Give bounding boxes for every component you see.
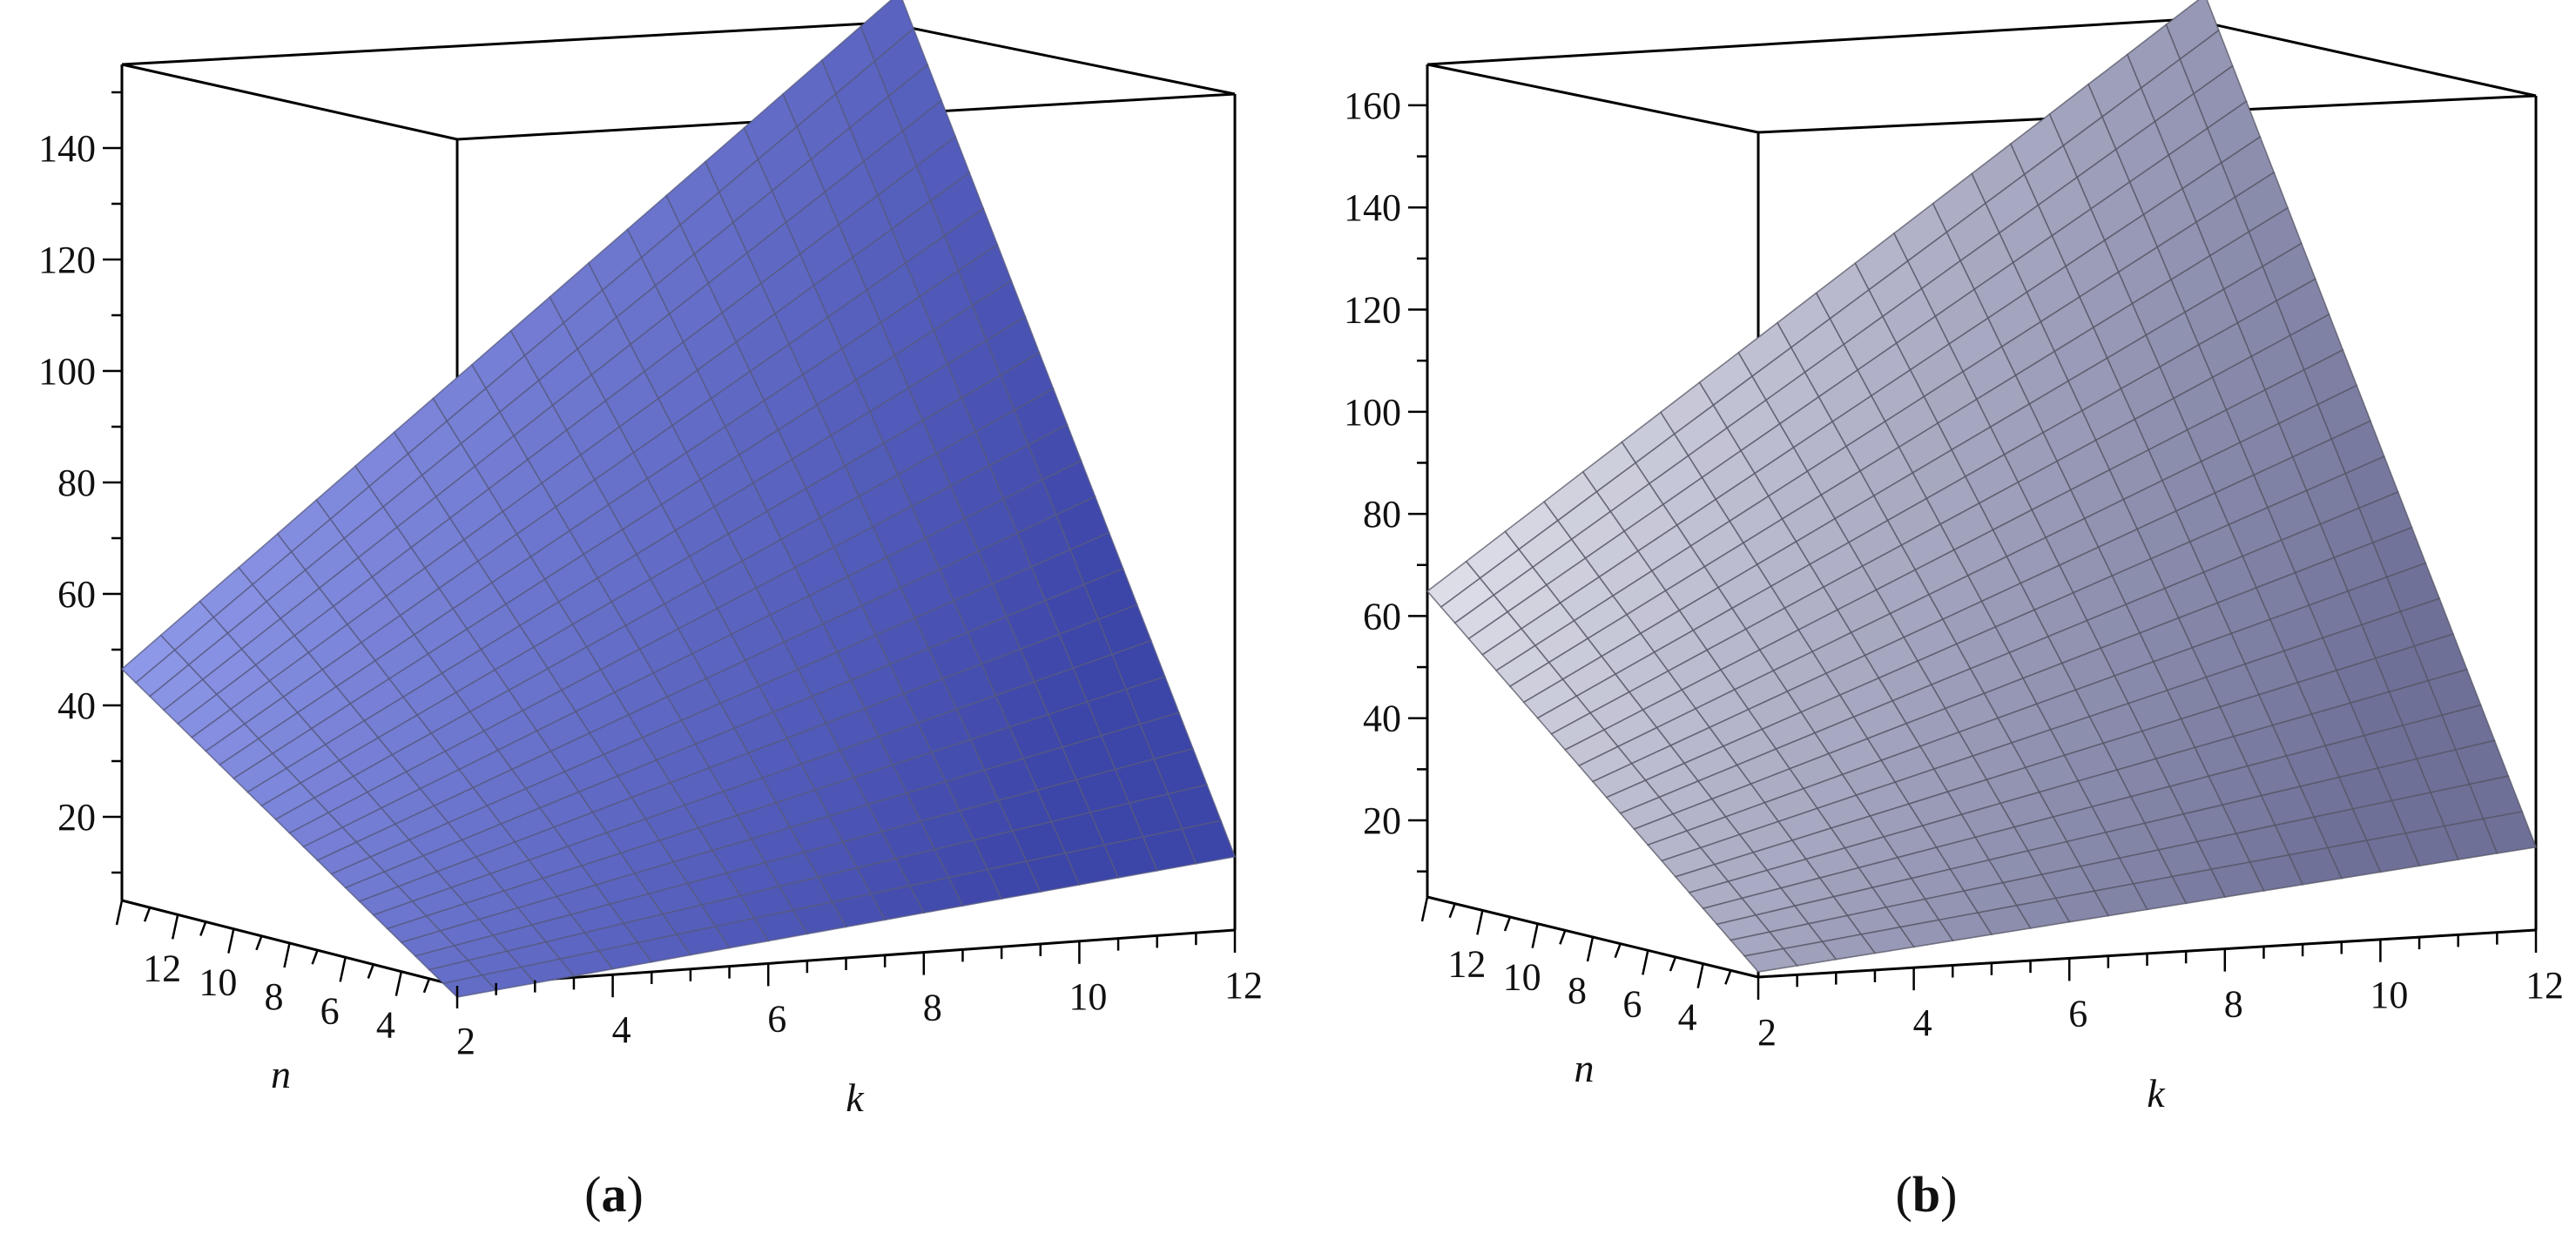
n-tick-label: 12 [143,947,181,989]
n-tick [1724,969,1732,985]
n-tick [1642,950,1649,975]
n-tick [143,907,152,922]
surface [1426,0,2538,973]
n-tick [394,971,403,996]
k-axis-label: k [846,1075,865,1120]
n-axis-label: n [1575,1046,1595,1090]
n-tick-label: 8 [1568,969,1587,1012]
n-tick-label: 6 [320,989,340,1032]
n-tick [255,935,263,951]
k-axis-label: k [2147,1071,2166,1116]
z-tick-label: 160 [1344,84,1401,127]
z-tick-label: 120 [1344,289,1401,332]
z-tick-label: 40 [57,684,96,727]
k-tick-label: 12 [1224,964,1263,1007]
n-tick-label: 10 [1503,956,1541,999]
n-tick [199,921,207,936]
n-tick [422,978,431,994]
box-edge-back-left-top [1426,17,2190,66]
n-tick [1559,929,1567,945]
z-tick-label: 80 [57,462,96,504]
z-tick-label: 140 [1344,186,1401,229]
n-tick [283,942,291,968]
n-tick-label: 4 [376,1004,395,1047]
box-edge-back-right-top [884,21,1236,96]
surface-cell [1743,947,1799,973]
n-tick-label: 8 [265,975,284,1018]
n-tick [227,928,235,954]
n-tick [1503,916,1512,932]
k-tick-label: 10 [1069,975,1107,1018]
z-tick-label: 60 [1363,595,1401,637]
caption-a: (a) [584,1166,644,1223]
box-edge-back-right-top [2188,17,2537,98]
k-tick-label: 12 [2525,964,2564,1007]
n-tick [115,900,124,926]
n-tick [1586,936,1595,962]
n-tick-label: 10 [199,961,237,1004]
n-tick [1476,910,1484,935]
z-tick-label: 140 [38,127,96,170]
n-tick [339,957,347,982]
z-tick-label: 60 [57,573,96,616]
z-axis: 20 40 60 80 100 120 140 [38,91,122,874]
caption-a-letter: a [601,1166,627,1223]
k-tick-label: 8 [923,987,942,1029]
surface [120,0,1237,998]
n-tick [1696,963,1704,988]
n-tick [1420,896,1429,922]
k-axis: 2 4 6 8 10 12 k [1757,930,2564,1116]
box-edge-back-left-top [121,21,886,66]
n-axis: 468 10 12 n [115,900,431,1096]
z-tick-label: 40 [1363,698,1401,740]
k-tick-label: 2 [1757,1011,1777,1054]
n-tick-label: 12 [1447,942,1486,985]
z-tick-label: 120 [38,239,96,281]
k-axis: 2 4 6 8 10 12 k [455,930,1263,1120]
z-axis: 20 40 60 80 100 120 140 160 [1344,84,1427,873]
z-tick-label: 80 [1363,493,1401,536]
n-tick-label: 6 [1622,982,1642,1025]
n-tick [367,964,374,979]
k-tick-label: 10 [2370,974,2408,1016]
n-tick [311,949,319,965]
k-tick-label: 8 [2224,983,2243,1026]
n-tick [1531,923,1539,948]
n-axis: 468 10 12 n [1420,896,1732,1090]
k-tick-label: 2 [456,1020,475,1062]
z-tick-label: 100 [1344,391,1401,434]
caption-b-letter: b [1912,1166,1941,1223]
box-edge-front-left-top [1426,63,1759,134]
n-tick-label: 4 [1678,996,1697,1039]
box-edge-front-left-top [121,63,458,141]
n-axis-label: n [271,1052,291,1096]
k-tick-label: 4 [1913,1001,1932,1044]
n-tick [1669,956,1677,972]
z-tick-label: 100 [38,350,96,393]
z-tick-label: 20 [57,796,96,839]
n-tick [171,914,179,940]
k-tick-label: 6 [2068,992,2087,1035]
n-tick [1448,903,1456,919]
caption-b: (b) [1895,1166,1958,1223]
k-tick-label: 4 [612,1008,631,1051]
k-tick-label: 6 [767,997,786,1040]
z-tick-label: 20 [1363,799,1401,842]
n-tick [1614,943,1622,959]
